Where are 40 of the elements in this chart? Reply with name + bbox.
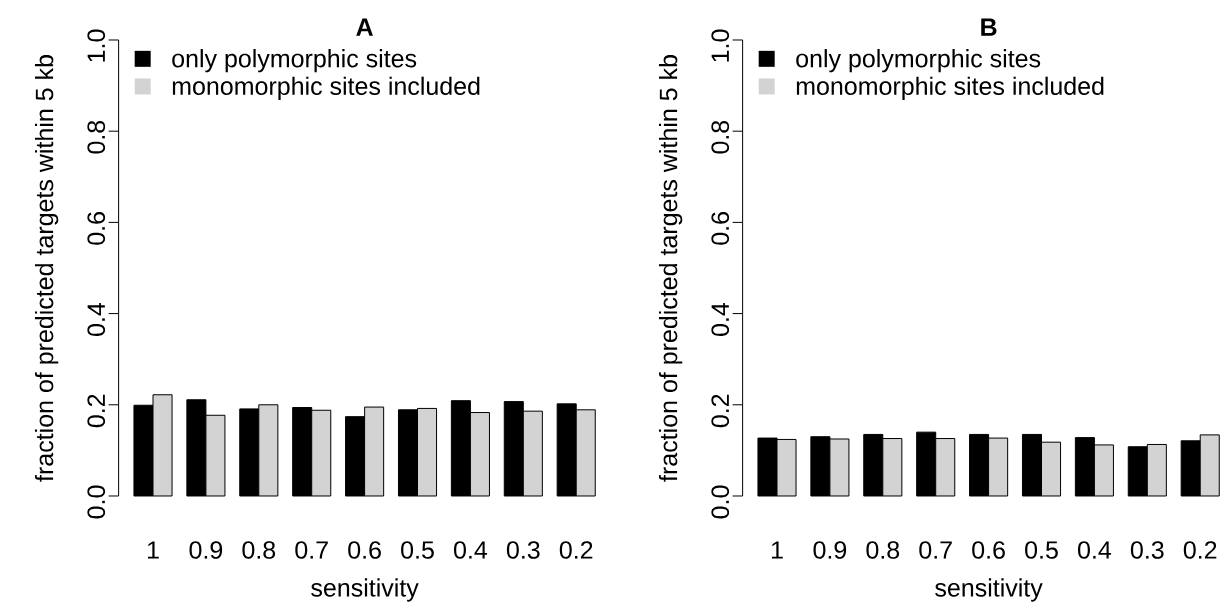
y-tick-label: 0.4	[87, 302, 106, 336]
y-tick-label: 0.6	[87, 212, 106, 245]
x-tick-label: 1	[771, 541, 783, 559]
y-tick-label: 1.0	[87, 29, 106, 62]
legend-label: monomorphic sites included	[172, 76, 480, 100]
legend-label: only polymorphic sites	[796, 49, 1041, 73]
y-tick-label: 0.6	[711, 212, 730, 245]
y-axis-title: fraction of predicted targets within 5 kb	[658, 55, 683, 482]
y-tick-label: 0.2	[711, 394, 730, 428]
x-tick-label: 0.7	[295, 541, 328, 559]
legend-label: monomorphic sites included	[796, 76, 1104, 100]
y-tick-label: 0.0	[711, 485, 730, 519]
chart-title: B	[981, 18, 997, 36]
y-tick-label: 0.4	[711, 302, 730, 336]
x-tick-label: 0.5	[1025, 541, 1058, 559]
x-tick-label: 0.3	[506, 541, 540, 559]
x-tick-label: 0.8	[866, 541, 900, 559]
x-tick-label: 0.4	[454, 541, 488, 559]
x-axis-title: sensitivity	[311, 578, 419, 602]
x-tick-label: 0.9	[189, 541, 223, 559]
x-tick-label: 0.6	[972, 541, 1005, 559]
x-tick-label: 0.7	[919, 541, 952, 559]
x-tick-label: 0.2	[559, 541, 593, 559]
x-tick-label: 0.2	[1183, 541, 1217, 559]
y-axis-title: fraction of predicted targets within 5 kb	[34, 55, 59, 482]
x-tick-label: 0.6	[348, 541, 381, 559]
x-tick-label: 0.3	[1130, 541, 1164, 559]
x-axis-title: sensitivity	[935, 578, 1043, 602]
legend-label: only polymorphic sites	[172, 49, 417, 73]
x-tick-label: 0.9	[813, 541, 847, 559]
y-tick-label: 0.8	[87, 120, 106, 154]
y-tick-label: 0.8	[711, 120, 730, 154]
y-tick-label: 1.0	[711, 29, 730, 62]
x-tick-label: 0.4	[1078, 541, 1112, 559]
x-tick-label: 0.8	[242, 541, 276, 559]
chart-title: A	[356, 18, 373, 36]
y-tick-label: 0.0	[87, 485, 106, 519]
x-tick-label: 1	[147, 541, 159, 559]
y-tick-label: 0.2	[87, 394, 106, 428]
x-tick-label: 0.5	[401, 541, 434, 559]
